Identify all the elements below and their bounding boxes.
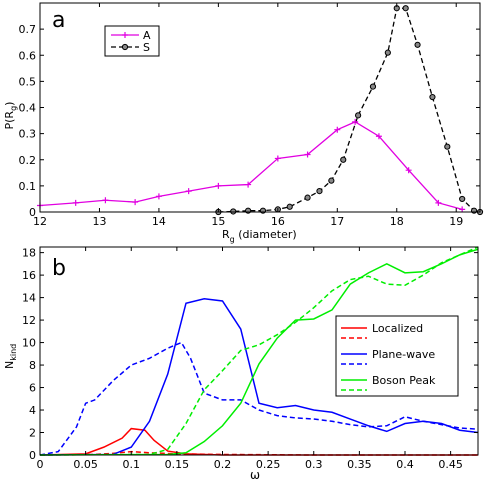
series-s-point	[470, 207, 478, 214]
series-s-point	[355, 112, 362, 119]
series-a-point	[334, 126, 341, 133]
legend-marker-a	[122, 32, 128, 38]
series-a-point	[375, 133, 382, 140]
panel-a-y-tick-label: 0.2	[19, 154, 37, 167]
series-localized-dashed-line	[39, 450, 478, 456]
series-a-point	[459, 206, 466, 213]
series-boson-peak-solid-line	[39, 248, 479, 456]
panel-b-y-tick-label: 0	[29, 449, 36, 462]
panel-a-x-tick-label: 18	[390, 215, 404, 228]
panel-b-label: b	[52, 256, 66, 281]
series-plane-wave-solid-line	[39, 297, 479, 456]
series-a-point	[304, 151, 311, 158]
series-s-point	[459, 195, 466, 203]
panel-b-x-tick-label: 0.45	[438, 458, 463, 471]
panel-b-x-tick-label: 0.35	[347, 458, 372, 471]
series-s-point	[316, 188, 323, 195]
panel-a-y-tick-label: 0.4	[19, 102, 37, 115]
panel-a-y-tick-label: 0	[29, 206, 36, 219]
series-s-point	[414, 41, 421, 48]
panel-b: 0 0.05 0.1 0.15 0.2 0.25 0.3 0.35 0.4 0.45 0 2 4 6 8 10…	[3, 246, 479, 479]
panel-b-x-tick-label: 0.3	[305, 458, 323, 471]
panel-b-x-tick-label: 0.25	[256, 458, 281, 471]
panel-b-y-tick-label: 18	[22, 247, 36, 260]
legend-label-s: S	[143, 41, 150, 54]
panel-a-x-tick-label: 14	[152, 215, 166, 228]
series-s-point	[402, 5, 409, 12]
panel-a-x-axis-label: Rg (diameter)	[222, 228, 297, 244]
series-s-point	[286, 203, 293, 210]
panel-b-x-tick-label: 0.15	[165, 458, 190, 471]
legend-marker-s	[121, 43, 129, 51]
legend-label-plane-wave: Plane-wave	[372, 348, 435, 361]
panel-a-y-tick-label: 0.1	[19, 180, 37, 193]
panel-b-frame	[39, 246, 479, 456]
series-s-point	[259, 207, 267, 214]
panel-b-x-axis-label: ω	[250, 468, 260, 479]
panel-a-x-tick-label: 13	[92, 215, 106, 228]
series-s-point	[230, 208, 237, 215]
panel-a-x-tick-label: 16	[271, 215, 285, 228]
series-boson-peak-dashed-line	[39, 246, 479, 456]
panel-b-y-tick-label: 8	[29, 359, 36, 372]
series-localized-solid-line	[39, 427, 478, 456]
legend-label-localized: Localized	[372, 322, 423, 335]
panel-a-label: a	[52, 8, 65, 33]
panel-a-x-tick-label: 12	[33, 215, 47, 228]
panel-b-y-tick-label: 4	[29, 404, 36, 417]
series-a-point	[435, 199, 442, 206]
series-s-point	[384, 49, 391, 56]
panel-a: 12 13 14 15 16 17 18 19 0 0.1 0.2 0.3 0.4 0.5 0.6 0.7 a…	[3, 2, 484, 244]
panel-b-y-tick-label: 16	[22, 269, 36, 282]
series-a-point	[132, 199, 139, 206]
panel-b-x-tick-label: 0.1	[123, 458, 141, 471]
panel-b-x-tick-label: 0.2	[214, 458, 232, 471]
panel-b-y-tick-label: 6	[29, 382, 36, 395]
series-a-point	[274, 155, 281, 162]
series-a-point	[155, 193, 162, 200]
panel-a-legend: AS	[104, 25, 160, 57]
series-s-point	[429, 93, 436, 101]
series-a-line	[39, 121, 463, 211]
panel-b-y-axis-label: Nkind	[3, 344, 18, 369]
panel-a-y-axis-label: P(Rg)	[3, 102, 18, 130]
series-a-point	[72, 199, 79, 206]
series-s-point	[369, 83, 377, 90]
series-s-point	[304, 194, 311, 201]
series-s-line	[218, 7, 481, 213]
series-plane-wave-dashed-line	[39, 341, 479, 456]
series-a-point	[215, 182, 222, 189]
panel-b-x-tick-label: 0.05	[73, 458, 98, 471]
panel-a-y-tick-label: 0.3	[19, 128, 37, 141]
panel-a-y-tick-label: 0.7	[19, 23, 37, 36]
panel-b-x-tick-label: 0	[37, 458, 44, 471]
panel-b-y-tick-label: 14	[22, 292, 36, 305]
panel-a-x-tick-label: 19	[449, 215, 463, 228]
series-s-point	[328, 177, 335, 184]
series-a-point	[102, 197, 109, 204]
panel-a-x-tick-label: 17	[330, 215, 344, 228]
series-a-point	[245, 181, 252, 188]
series-a-point	[405, 167, 412, 174]
series-s-point	[340, 156, 347, 163]
panel-b-legend: Localized Plane-wave Boson Peak	[335, 315, 459, 397]
panel-b-legend-box	[335, 315, 459, 397]
panel-b-x-tick-label: 0.4	[396, 458, 414, 471]
series-s-point	[444, 143, 451, 150]
series-s-point	[245, 207, 252, 214]
panel-b-y-tick-label: 2	[29, 427, 36, 440]
series-a-point	[352, 118, 359, 125]
legend-label-a: A	[143, 29, 151, 42]
panel-a-legend-box	[104, 25, 160, 57]
panel-b-y-tick-label: 10	[22, 337, 36, 350]
panel-a-y-tick-label: 0.5	[19, 75, 37, 88]
panel-a-y-tick-label: 0.6	[19, 49, 37, 62]
panel-a-x-tick-label: 15	[211, 215, 225, 228]
legend-label-boson-peak: Boson Peak	[372, 374, 436, 387]
series-a-point	[185, 188, 192, 195]
panel-b-y-tick-label: 12	[22, 314, 36, 327]
